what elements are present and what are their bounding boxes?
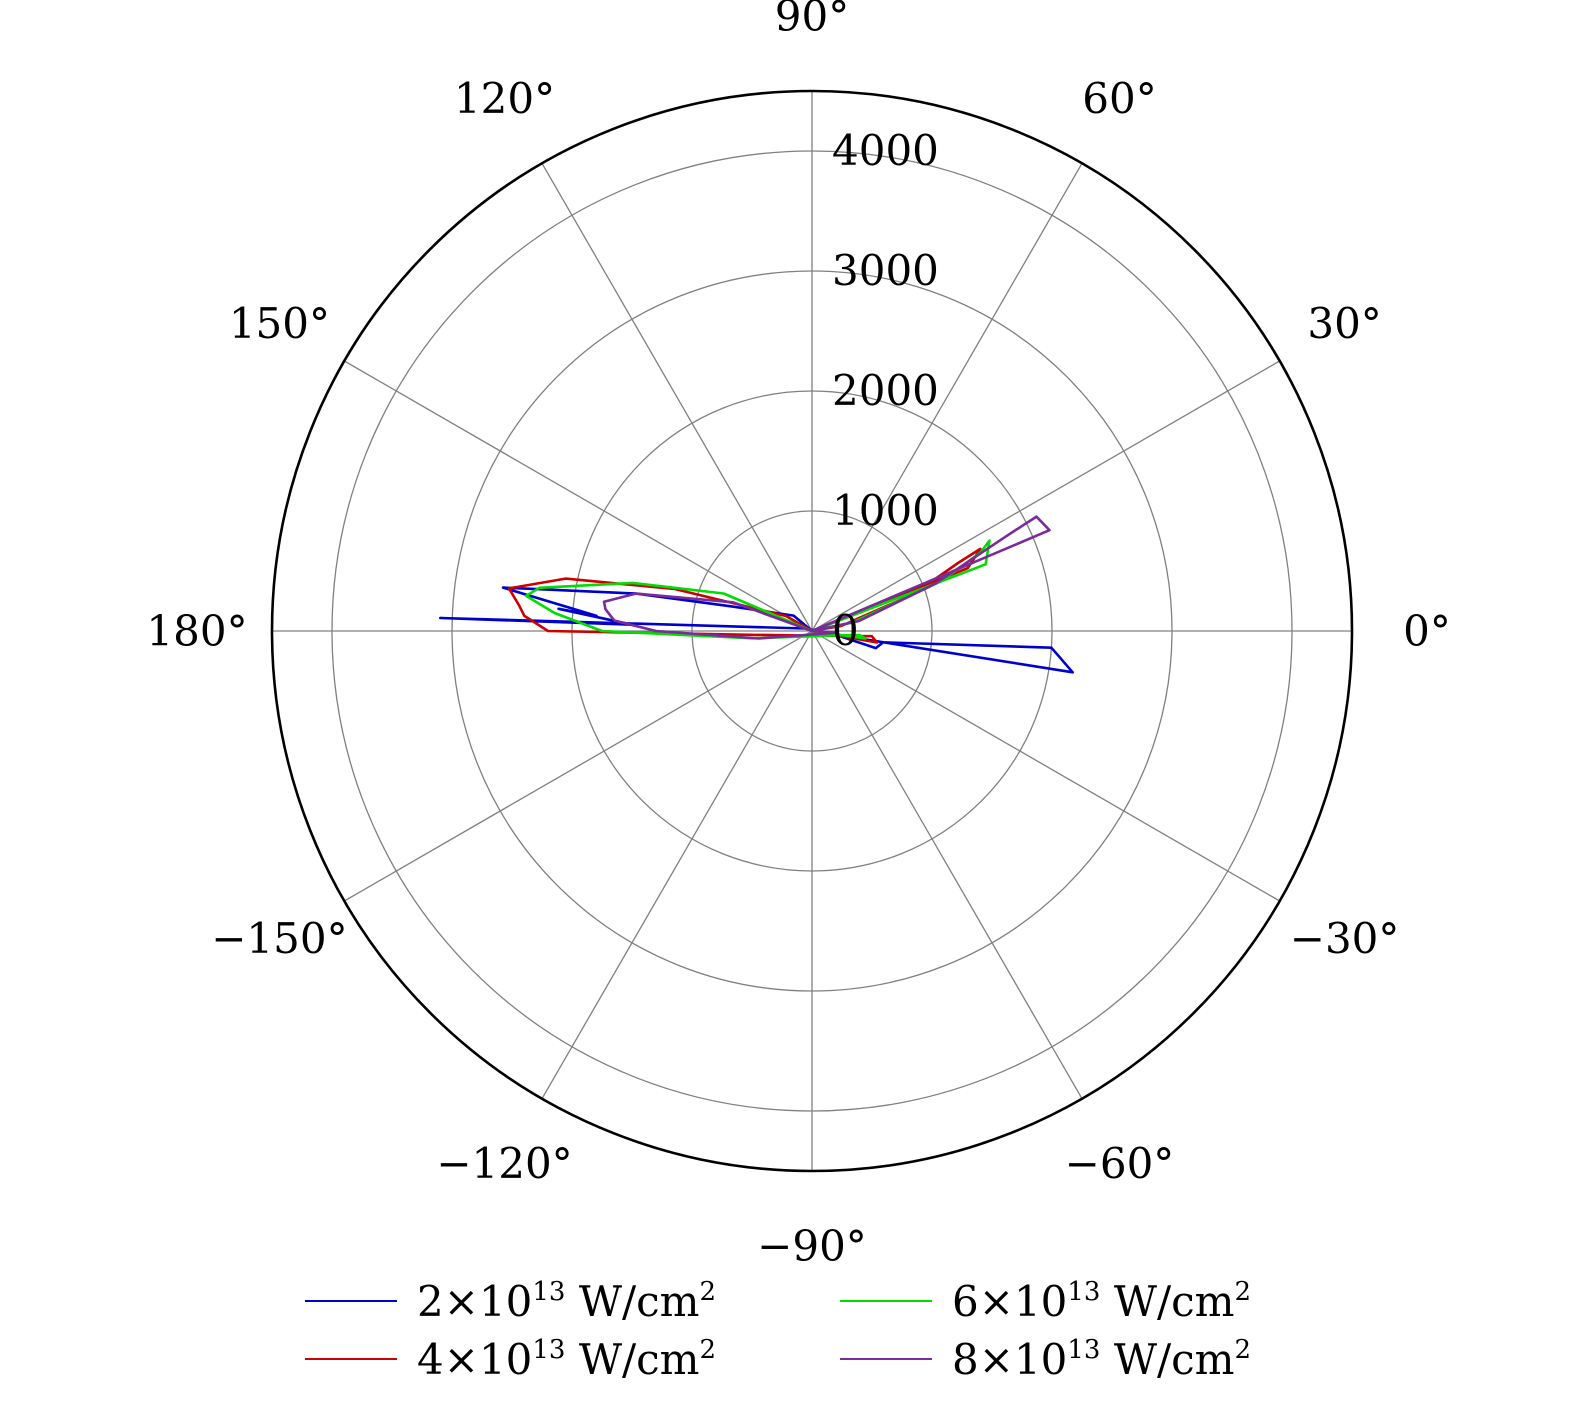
grid-spoke-60 [811,163,1083,632]
legend-item-series-4: 8×1013 W/cm2 [840,1330,1315,1388]
grid-spoke-120 [541,163,813,632]
series-line-1 [438,586,1074,674]
outer-ring-layer [270,89,1354,1173]
angle-label-30: 30° [1307,299,1381,348]
legend-label-series-3: 6×1013 W/cm2 [952,1276,1252,1326]
angle-label-60: 60° [1082,74,1156,123]
radial-tick-labels: 0 1000 2000 3000 4000 [832,126,939,655]
angle-label-m60: −60° [1065,1139,1175,1188]
legend-item-series-1: 2×1013 W/cm2 [305,1272,840,1330]
r-tick-label-1000: 1000 [832,486,939,535]
grid-spoke-30 [811,360,1280,632]
grid-spoke-m30 [811,630,1280,902]
series-layer [438,515,1074,674]
r-tick-label-2000: 2000 [832,366,939,415]
angle-label-150: 150° [229,299,330,348]
angle-label-0: 0° [1403,607,1451,656]
legend-swatch-series-2 [305,1358,397,1360]
polar-chart: 0° 30° 60° 90° 120° 150° 180° −150° −120° −90° −60… [146,0,1450,1270]
legend-item-series-2: 4×1013 W/cm2 [305,1330,840,1388]
angle-label-180: 180° [146,607,247,656]
outer-ring [270,89,1354,1173]
angle-label-m30: −30° [1290,914,1400,963]
legend-swatch-series-4 [840,1358,932,1360]
grid-spoke-m150 [344,630,813,902]
angle-label-120: 120° [454,74,555,123]
polar-grid [272,91,1352,1171]
r-tick-label-0: 0 [832,606,859,655]
legend-label-series-4: 8×1013 W/cm2 [952,1334,1252,1384]
angle-label-m90: −90° [757,1222,867,1271]
angle-label-m120: −120° [436,1139,572,1188]
angle-label-90: 90° [775,0,849,41]
angle-label-m150: −150° [211,914,347,963]
r-tick-label-3000: 3000 [832,246,939,295]
legend-item-series-3: 6×1013 W/cm2 [840,1272,1315,1330]
series-line-4 [602,515,1051,640]
r-tick-label-4000: 4000 [832,126,939,175]
legend-swatch-series-3 [840,1300,932,1302]
legend-label-series-1: 2×1013 W/cm2 [417,1276,717,1326]
grid-spoke-150 [344,360,813,632]
legend-swatch-series-1 [305,1300,397,1302]
legend: 2×1013 W/cm2 6×1013 W/cm2 4×1013 W/cm2 8… [305,1272,1315,1392]
series-line-3 [524,539,991,640]
grid-spoke-m60 [811,630,1083,1099]
grid-spoke-m120 [541,630,813,1099]
legend-label-series-2: 4×1013 W/cm2 [417,1334,717,1384]
angle-tick-labels: 0° 30° 60° 90° 120° 150° 180° −150° −120° −90° −60… [146,0,1450,1270]
